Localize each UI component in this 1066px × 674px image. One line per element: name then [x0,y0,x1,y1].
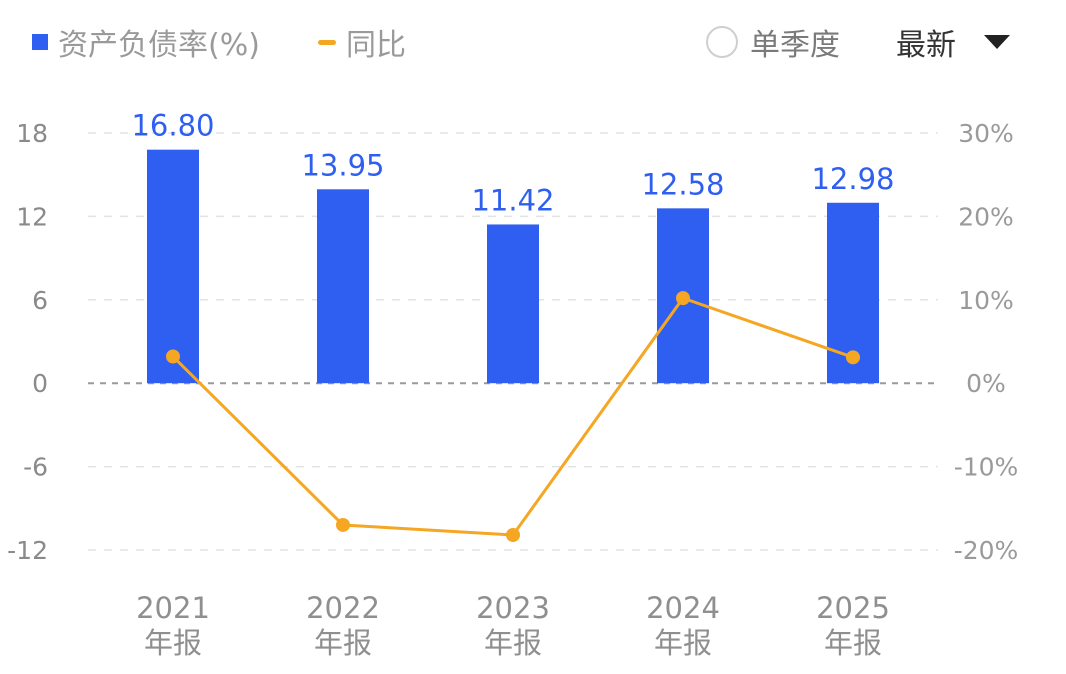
right-tick-label: -20% [954,536,1019,565]
yoy-point [846,350,860,365]
x-tick-report: 年报 [144,626,202,660]
bar [487,224,539,384]
radio-icon[interactable] [706,26,738,58]
right-tick-label: 30% [958,119,1014,148]
x-tick-report: 年报 [824,626,882,660]
legend-debt-ratio-label: 资产负债率(%) [58,28,260,63]
x-tick-year: 2024 [646,591,720,625]
right-y-axis: 30% 20% 10% 0% -10% -20% [954,119,1019,565]
yoy-point [676,291,690,306]
left-tick-label: 18 [16,119,48,148]
bar-value-label: 12.58 [641,167,724,201]
yoy-point [166,349,180,364]
caret-down-icon [984,35,1010,49]
single-quarter-label: 单季度 [750,28,840,63]
right-tick-label: 0% [966,369,1006,398]
right-tick-label: 20% [958,202,1014,231]
yoy-point [336,517,350,532]
left-y-axis: 18 12 6 0 -6 -12 [7,119,48,565]
chart-header: 资产负债率(%) 同比 单季度 最新 [0,0,1066,86]
bar-series [147,149,879,384]
x-tick-year: 2022 [306,591,380,625]
bar-value-label: 16.80 [131,109,214,143]
left-tick-label: 6 [32,286,48,315]
left-tick-label: 0 [32,369,48,398]
bar [147,149,199,384]
bar-value-labels: 16.80 13.95 11.42 12.58 12.98 [131,109,894,218]
period-dropdown-label: 最新 [896,28,956,63]
right-tick-label: 10% [958,286,1014,315]
bar [317,189,369,384]
left-tick-label: -12 [7,536,48,565]
x-tick-report: 年报 [314,626,372,660]
legend-yoy[interactable]: 同比 [318,20,406,64]
x-tick-year: 2023 [476,591,550,625]
left-tick-label: 12 [16,202,48,231]
legend-yoy-label: 同比 [346,28,406,63]
bar-value-label: 12.98 [811,162,894,196]
period-dropdown[interactable]: 最新 [896,20,1010,64]
x-tick-report: 年报 [654,626,712,660]
left-tick-label: -6 [23,453,48,482]
legend-debt-ratio[interactable]: 资产负债率(%) [32,20,260,64]
yoy-line-series [166,291,860,542]
bar-value-label: 13.95 [301,148,384,182]
line-swatch-icon [318,39,336,45]
right-tick-label: -10% [954,453,1019,482]
yoy-point [506,527,520,542]
x-tick-year: 2025 [816,591,890,625]
bar-value-label: 11.42 [471,183,554,217]
x-tick-report: 年报 [484,626,542,660]
bar-swatch-icon [32,34,48,50]
single-quarter-toggle[interactable]: 单季度 [706,20,840,64]
x-tick-year: 2021 [136,591,210,625]
